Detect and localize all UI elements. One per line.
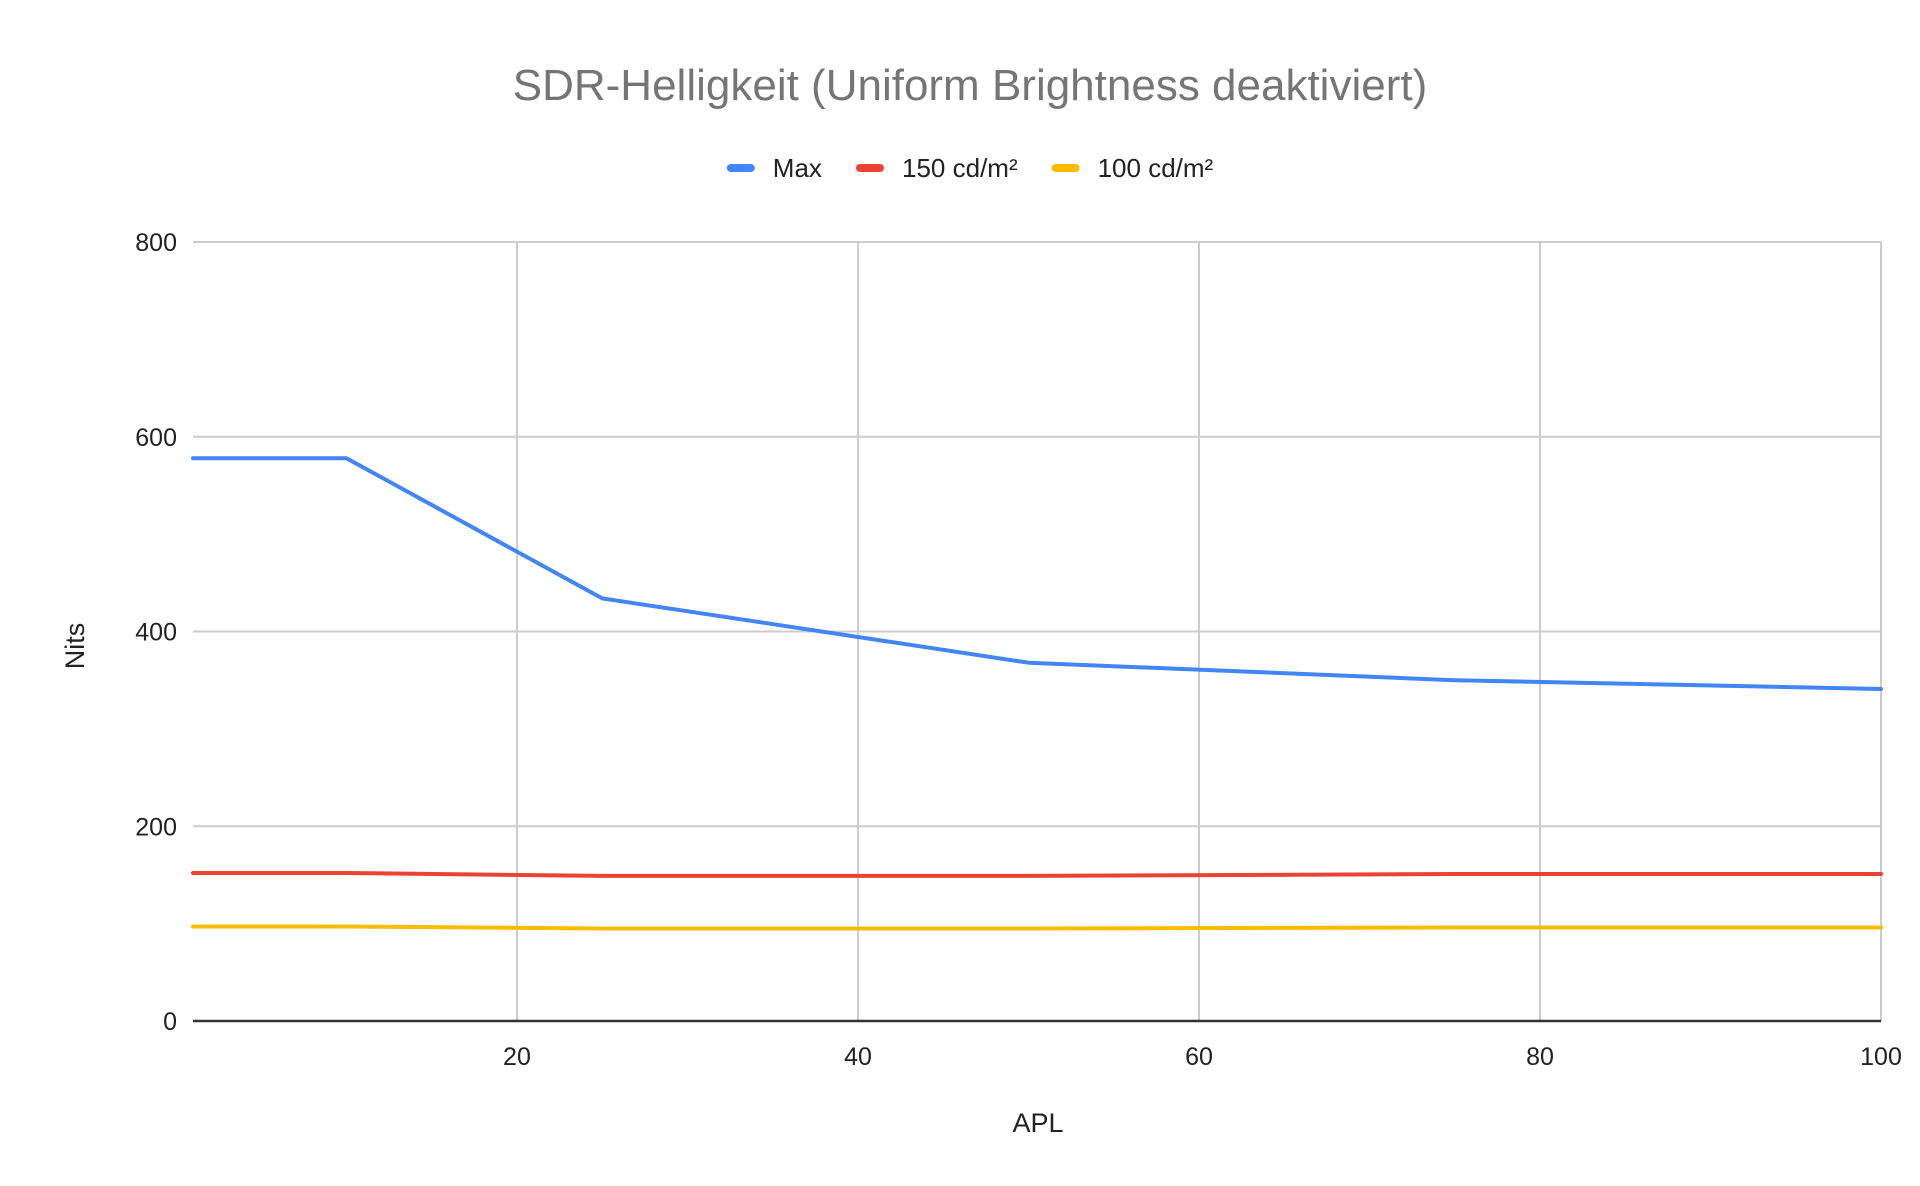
- y-tick-label: 200: [135, 813, 177, 841]
- legend-item: 150 cd/m²: [856, 153, 1018, 183]
- x-tick-label: 80: [1526, 1043, 1554, 1071]
- x-tick-label: 60: [1185, 1043, 1213, 1071]
- series-group: [191, 456, 1883, 931]
- y-axis-title: Nits: [60, 623, 90, 670]
- series-line-150-cd-m: [191, 871, 1883, 878]
- legend-swatch: [856, 164, 884, 172]
- legend-item: 100 cd/m²: [1051, 153, 1214, 183]
- legend-label: Max: [773, 153, 822, 183]
- legend-swatch: [1051, 164, 1080, 172]
- x-tick-label: 40: [844, 1043, 872, 1071]
- y-tick-label: 400: [135, 619, 177, 647]
- y-tick-label: 800: [135, 229, 177, 257]
- y-axis-ticks: 0 200 400 600 800: [135, 229, 177, 1036]
- x-axis-title: APL: [1012, 1108, 1063, 1138]
- x-tick-label: 20: [503, 1043, 531, 1071]
- legend-label: 100 cd/m²: [1098, 153, 1214, 183]
- series-line-max: [191, 456, 1883, 691]
- x-axis-ticks: 20 40 60 80 100: [503, 1043, 1902, 1071]
- legend-label: 150 cd/m²: [902, 153, 1018, 183]
- legend-swatch: [726, 164, 755, 172]
- legend: Max 150 cd/m² 100 cd/m²: [726, 153, 1214, 183]
- series-line-100-cd-m: [191, 924, 1883, 931]
- gridlines: [193, 241, 1882, 1021]
- chart-title: SDR-Helligkeit (Uniform Brightness deakt…: [513, 61, 1427, 110]
- x-tick-label: 100: [1860, 1043, 1902, 1071]
- legend-item: Max: [726, 153, 822, 183]
- y-tick-label: 0: [163, 1008, 177, 1036]
- y-tick-label: 600: [135, 424, 177, 452]
